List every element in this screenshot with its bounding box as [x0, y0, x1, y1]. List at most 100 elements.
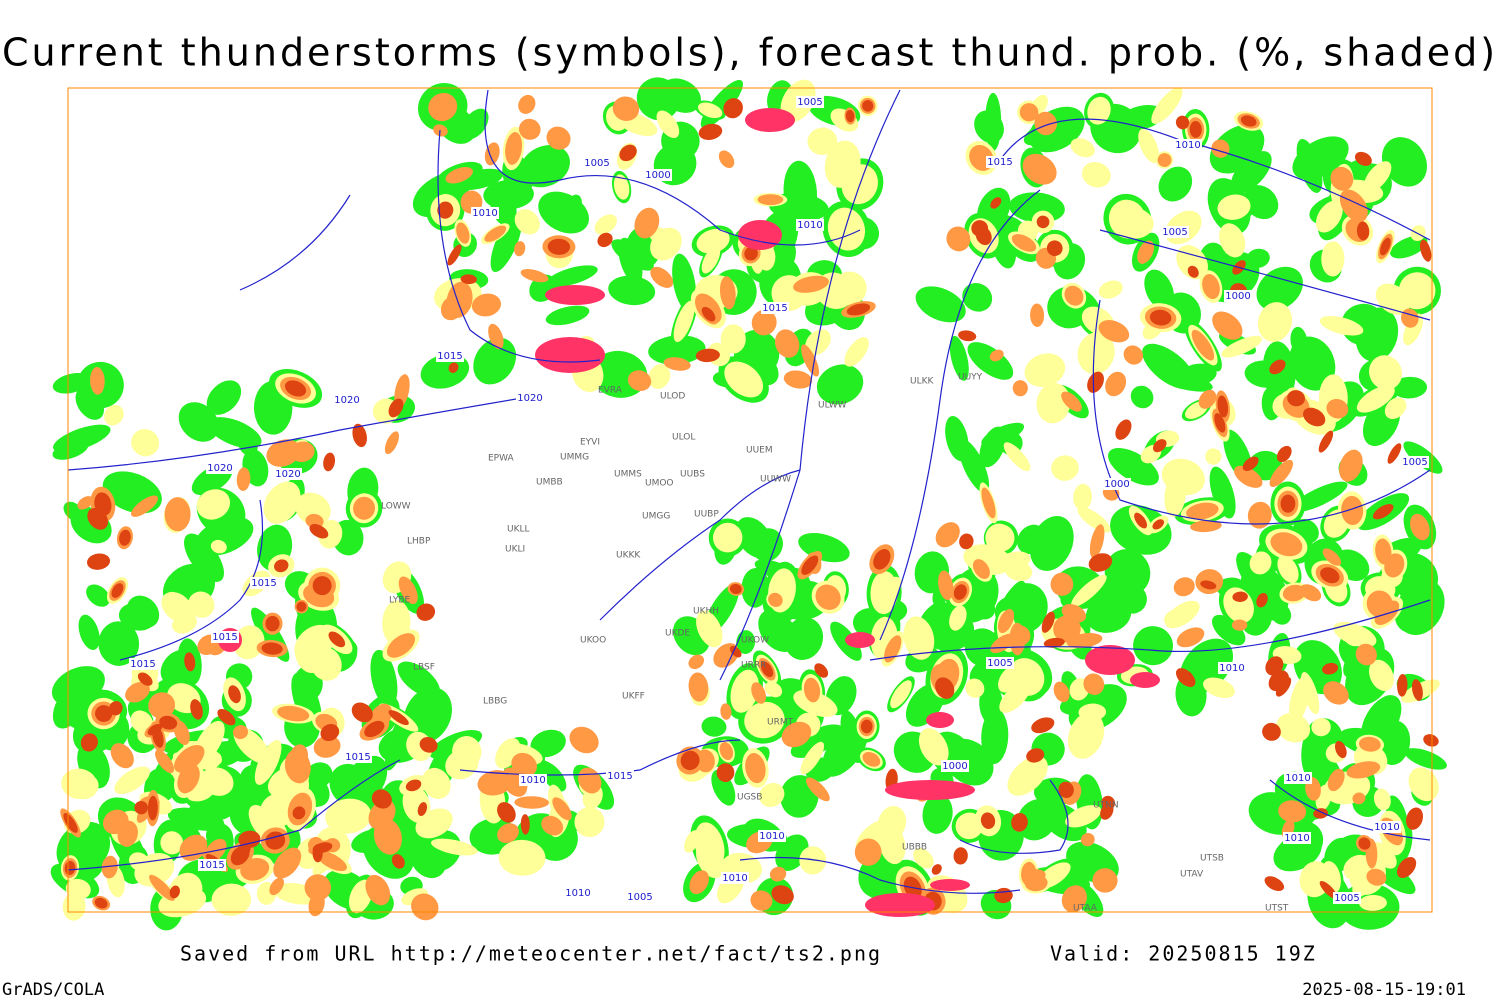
station-label: UMBB — [536, 478, 563, 488]
isobar-label: 1020 — [334, 395, 359, 406]
shade-cell — [115, 477, 141, 504]
isobar — [719, 89, 901, 681]
shade-cell — [1366, 868, 1387, 886]
shade-cell — [946, 226, 971, 252]
shade-cell — [1355, 643, 1377, 666]
shade-cell — [959, 533, 974, 550]
station-label: UMOO — [645, 479, 674, 489]
source-url: Saved from URL http://meteocenter.net/fa… — [180, 942, 882, 966]
shade-cell — [751, 682, 766, 704]
shade-cell — [1175, 115, 1190, 130]
shade-cell — [187, 591, 215, 618]
shade-cell — [980, 812, 996, 830]
station-label: EPWA — [488, 454, 515, 464]
shade-cell — [304, 762, 333, 789]
shade-cell — [1339, 189, 1368, 222]
shade-cell — [627, 370, 652, 391]
isobar-label-box — [519, 774, 547, 786]
shade-cell — [312, 842, 333, 854]
shade-cell — [78, 614, 100, 650]
shade-cell — [266, 439, 301, 467]
shade-cell — [730, 669, 759, 713]
shade-cell — [148, 692, 176, 719]
isobar-label: 1000 — [1225, 291, 1250, 302]
shade-cell — [1341, 495, 1364, 526]
shade-cell — [1164, 609, 1187, 627]
shade-cell — [1092, 868, 1118, 893]
shade-cell — [701, 716, 727, 737]
shade-cell — [1319, 315, 1364, 336]
shade-cell — [415, 808, 453, 839]
shade-cell — [1067, 712, 1105, 759]
shade-cell — [520, 269, 549, 283]
shade-cell — [953, 847, 968, 865]
shade-cell — [541, 815, 564, 836]
shade-cell — [597, 232, 613, 248]
isobar — [879, 189, 1041, 641]
station-label: UKHH — [693, 607, 719, 617]
shade-cell — [1321, 241, 1345, 277]
shade-cell — [131, 495, 159, 517]
shade-cell — [650, 227, 682, 261]
shade-cell — [1191, 329, 1215, 361]
shade-cell — [498, 839, 546, 876]
isobar-label-box — [206, 462, 234, 474]
shade-cell — [63, 813, 78, 833]
shade-cell — [972, 559, 990, 579]
shade-cell — [1098, 320, 1130, 343]
shade-cell — [1356, 385, 1395, 413]
shade-cell — [760, 661, 774, 678]
shade-cell — [1085, 595, 1132, 633]
shade-cell — [94, 897, 108, 909]
shade-cell — [365, 874, 391, 906]
station-label: UTSB — [1200, 854, 1224, 864]
shade-cell — [1209, 466, 1236, 519]
thunderstorm-area — [930, 879, 970, 891]
shade-cell — [371, 789, 392, 809]
shade-cell — [1200, 580, 1217, 590]
isobar-label-box — [1218, 662, 1246, 674]
shade-cell — [1046, 240, 1063, 257]
shade-cell — [174, 744, 205, 773]
shade-cell — [155, 749, 175, 774]
software: GrADS/COLA — [2, 980, 104, 1000]
shade-cell — [1019, 103, 1039, 122]
shade-cell — [86, 584, 110, 607]
shade-cell — [86, 553, 111, 570]
shade-cell — [1270, 603, 1292, 625]
shade-cell — [289, 441, 315, 463]
isobar-label-box — [644, 169, 672, 181]
isobar-label-box — [721, 872, 749, 884]
shade-cell — [1061, 391, 1082, 412]
shade-cell — [793, 275, 829, 293]
isobar-label: 1015 — [762, 303, 787, 314]
station-label: URRR — [741, 661, 766, 671]
shade-cell — [1346, 761, 1381, 779]
isobar-label-box — [211, 631, 239, 643]
shade-cell — [1236, 551, 1273, 600]
shade-cell — [729, 645, 742, 658]
shade-cell — [953, 584, 967, 600]
shade-cell — [962, 282, 993, 312]
shade-cell — [1118, 105, 1165, 131]
shade-cell — [518, 94, 536, 114]
shade-cell — [1419, 239, 1432, 262]
shade-cell — [903, 616, 935, 660]
shade-cell — [505, 132, 523, 165]
shade-cell — [211, 883, 252, 916]
shade-cell — [207, 417, 262, 449]
shade-cell — [744, 246, 758, 261]
shade-cell — [419, 736, 438, 753]
shade-cell — [1387, 443, 1402, 464]
shade-cell — [1326, 398, 1349, 419]
shade-cell — [1423, 734, 1439, 747]
shade-cell — [1262, 722, 1281, 741]
shade-cell — [845, 109, 855, 123]
thunderstorm-area — [535, 337, 605, 373]
shade-cell — [997, 609, 1015, 634]
shade-cell — [456, 222, 470, 244]
shade-cell — [1292, 136, 1349, 180]
station-label: ULOD — [660, 392, 685, 402]
shade-cell — [967, 342, 1014, 380]
